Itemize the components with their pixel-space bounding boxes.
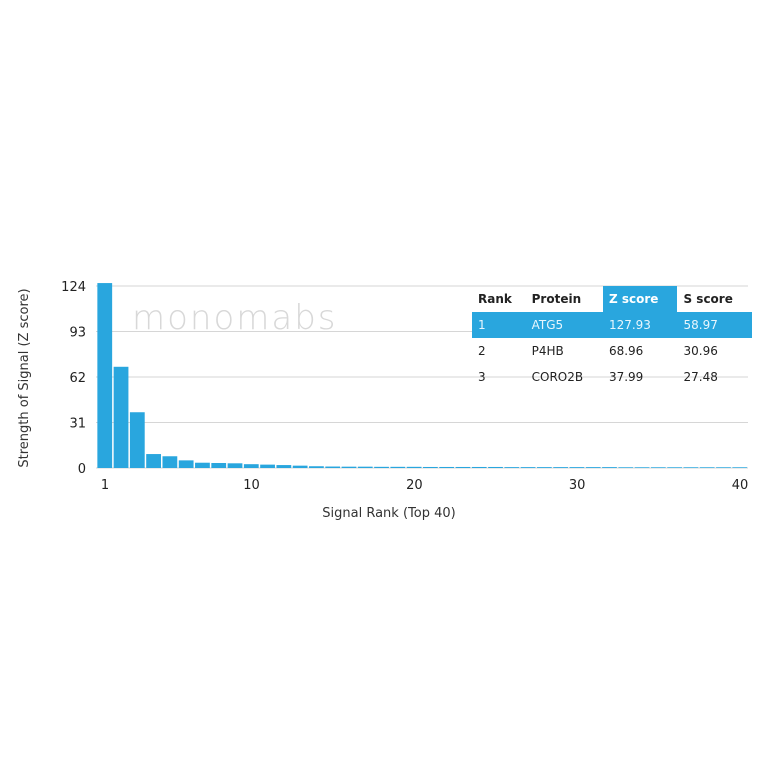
x-tick-label: 30 [569,478,586,493]
bar [276,465,292,468]
x-tick-label: 10 [243,478,260,493]
bar [569,467,585,468]
table-row: 1 ATG5 127.93 58.97 [472,312,752,338]
bar [602,467,617,468]
protein-table: Rank Protein Z score S score 1 ATG5 127.93 58.… [472,286,752,390]
table-cell: CORO2B [531,370,584,384]
column-header: Protein [531,292,582,306]
watermark-logo: monomabs [132,298,338,338]
x-tick-label: 40 [732,478,749,493]
table-cell: ATG5 [525,312,603,338]
bar [455,466,471,468]
y-tick-label: 124 [61,280,86,295]
table-cell: P4HB [531,344,564,358]
bar [129,412,145,468]
bar [211,463,227,468]
table-cell: 2 [478,344,486,358]
bar [618,467,634,468]
bar [650,467,666,468]
bar [292,465,308,468]
bar [423,466,438,468]
bar [732,467,748,468]
table-cell: 27.48 [683,370,718,384]
table-row: 3 CORO2B 37.99 27.48 [472,364,752,390]
x-axis-label: Signal Rank (Top 40) [322,506,455,521]
y-tick-label: 0 [78,462,86,477]
table-cell: 1 [472,312,526,338]
bar [357,466,373,468]
table-cell: 127.93 [602,312,678,338]
bar [390,466,406,468]
bar [683,467,699,468]
y-tick-label: 31 [69,417,86,432]
table-cell: 30.96 [683,344,718,358]
y-tick-label: 62 [69,371,86,386]
bar [260,464,275,468]
bar [178,460,194,468]
bar [195,462,210,468]
bar [227,463,243,468]
bar [716,467,731,468]
table-row: 2 P4HB 68.96 30.96 [472,338,752,364]
table-cell: 37.99 [608,370,644,384]
bar [97,283,113,468]
column-header: S score [683,292,733,306]
column-header: Rank [478,292,512,306]
table-cell: 3 [478,370,486,384]
bar [341,466,357,468]
bar [553,467,569,468]
bar [325,466,341,468]
bar [520,467,536,468]
bar [439,466,455,468]
bar [634,467,650,468]
bar [162,456,178,468]
bar [406,466,422,468]
bar [243,464,259,468]
bar [488,466,503,468]
y-tick-label: 93 [69,326,86,341]
y-axis-label: Strength of Signal (Z score) [17,288,32,467]
bar [504,467,520,468]
table-cell: 68.96 [608,344,644,358]
bar [113,366,129,468]
bar [146,454,161,468]
bar [699,467,715,468]
table-cell: 58.97 [677,312,752,338]
x-tick-label: 1 [101,478,109,493]
bar [667,467,683,468]
bar [471,466,487,468]
bar [585,467,601,468]
bar [309,466,324,468]
column-header: Z score [602,286,678,312]
x-tick-label: 20 [406,478,423,493]
bar [536,467,552,468]
bar [374,466,389,468]
